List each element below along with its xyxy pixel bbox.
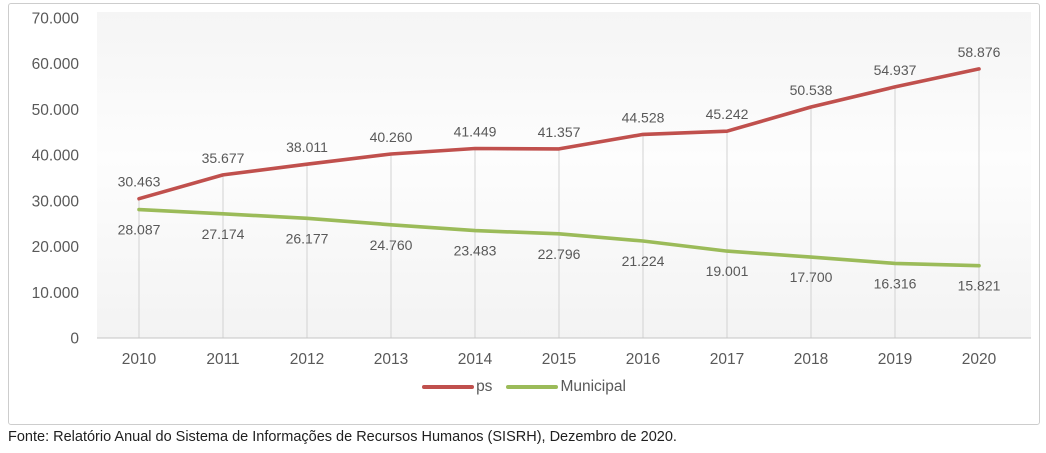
x-tick-label: 2019 xyxy=(878,351,912,368)
line-chart: 70.000 60.000 50.000 40.000 30.000 20.000 10.0… xyxy=(32,11,1031,368)
y-tick-label: 20.000 xyxy=(32,239,80,256)
y-tick-label: 60.000 xyxy=(32,56,80,73)
legend-swatch-icon xyxy=(506,385,559,389)
data-label-ps: 58.876 xyxy=(958,44,1001,60)
data-label-ps: 44.528 xyxy=(622,109,665,125)
data-label-municipal: 21.224 xyxy=(622,253,665,269)
data-label-ps: 30.463 xyxy=(118,174,161,190)
data-label-municipal: 16.316 xyxy=(874,275,917,291)
data-label-ps: 38.011 xyxy=(286,139,328,155)
x-tick-label: 2012 xyxy=(290,351,324,368)
legend-entry-municipal: Municipal xyxy=(506,378,626,396)
y-tick-label: 30.000 xyxy=(32,193,80,210)
data-label-municipal: 23.483 xyxy=(454,243,497,259)
plot-area xyxy=(97,12,1031,338)
chart-container: 70.000 60.000 50.000 40.000 30.000 20.000 10.0… xyxy=(8,3,1040,425)
data-label-ps: 54.937 xyxy=(874,62,917,78)
series-line-ps xyxy=(137,67,981,201)
legend-label: Municipal xyxy=(560,378,626,395)
data-label-municipal: 15.821 xyxy=(958,278,1001,294)
series-line-municipal xyxy=(137,207,981,268)
data-label-ps: 50.538 xyxy=(790,82,833,98)
data-label-municipal: 17.700 xyxy=(790,269,833,285)
data-label-municipal: 27.174 xyxy=(202,226,245,242)
x-tick-label: 2017 xyxy=(710,351,744,368)
data-label-municipal: 19.001 xyxy=(706,263,749,279)
x-tick-label: 2013 xyxy=(374,351,408,368)
y-tick-label: 10.000 xyxy=(32,285,80,302)
data-label-ps: 41.449 xyxy=(454,124,497,140)
data-label-ps: 35.677 xyxy=(202,150,245,166)
data-label-municipal: 28.087 xyxy=(118,222,161,238)
legend-label: ps xyxy=(476,378,493,395)
source-note: Fonte: Relatório Anual do Sistema de Inf… xyxy=(8,429,677,445)
x-tick-label: 2018 xyxy=(794,351,828,368)
chart-legend: ps Municipal xyxy=(9,378,1039,396)
x-tick-label: 2015 xyxy=(542,351,576,368)
data-label-ps: 45.242 xyxy=(706,106,749,122)
x-tick-label: 2014 xyxy=(458,351,493,368)
y-tick-label: 40.000 xyxy=(32,148,80,165)
data-label-municipal: 24.760 xyxy=(370,237,413,253)
data-label-municipal: 26.177 xyxy=(286,230,329,246)
y-tick-label: 50.000 xyxy=(32,102,80,119)
x-tick-label: 2010 xyxy=(122,351,157,368)
y-tick-label: 70.000 xyxy=(32,11,80,28)
x-tick-label: 2020 xyxy=(962,351,997,368)
data-label-ps: 41.357 xyxy=(538,124,581,140)
legend-entry-ps: ps xyxy=(422,378,492,396)
x-tick-label: 2011 xyxy=(206,351,239,368)
legend-swatch-icon xyxy=(422,385,475,389)
data-label-municipal: 22.796 xyxy=(538,246,581,262)
data-label-ps: 40.260 xyxy=(370,129,413,145)
x-tick-label: 2016 xyxy=(626,351,660,368)
y-tick-label: 0 xyxy=(70,331,79,348)
